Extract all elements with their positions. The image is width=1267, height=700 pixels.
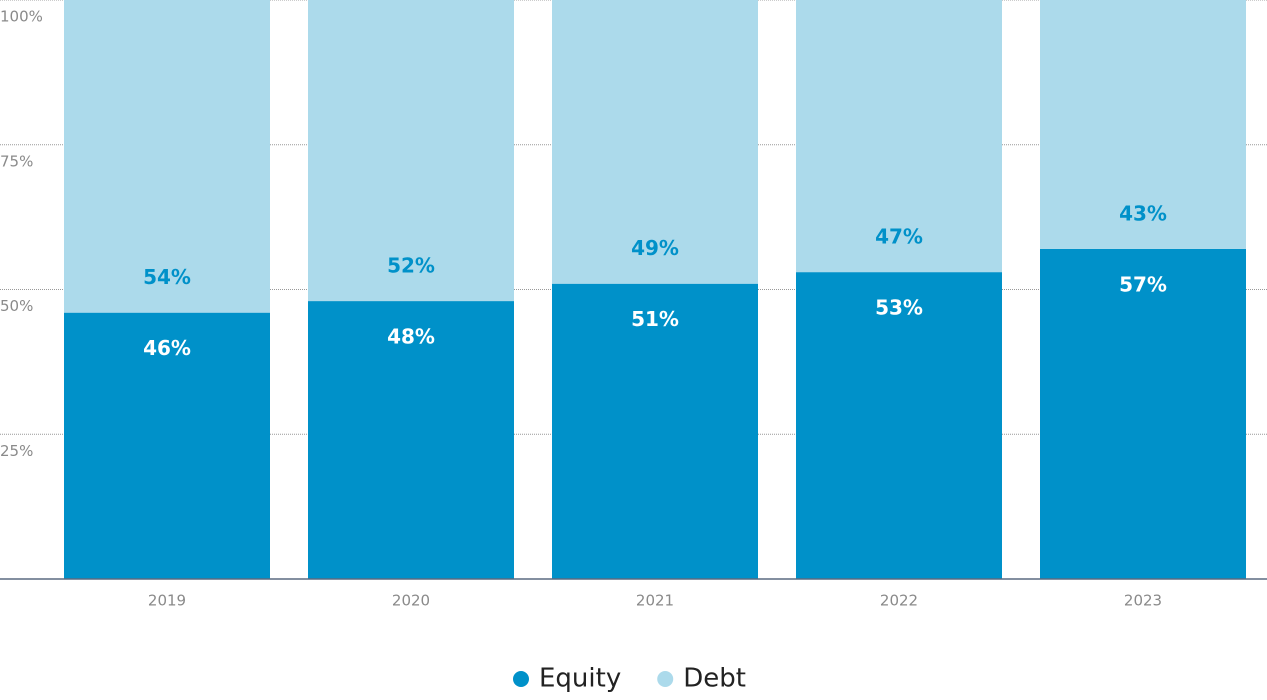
legend-label: Debt	[683, 664, 746, 694]
bar-segment	[1040, 248, 1246, 579]
legend-marker	[657, 671, 674, 687]
value-label: 47%	[875, 225, 923, 249]
value-label: 52%	[387, 254, 435, 278]
bar-segment	[796, 0, 1002, 273]
bar-segment	[308, 0, 514, 302]
value-label: 54%	[143, 265, 191, 289]
value-label: 46%	[143, 336, 191, 360]
value-label: 48%	[387, 325, 435, 349]
bar-segment	[64, 0, 270, 313]
legend-label: Equity	[539, 664, 621, 694]
x-tick-label: 2020	[392, 592, 430, 610]
x-tick-label: 2021	[636, 592, 674, 610]
bar-segment	[552, 0, 758, 284]
y-tick-label: 50%	[0, 297, 33, 315]
y-tick-label: 75%	[0, 152, 33, 170]
x-tick-label: 2022	[880, 592, 918, 610]
bar-segment	[64, 312, 270, 579]
legend-marker	[513, 671, 529, 687]
bar-segment	[552, 283, 758, 579]
x-tick-label: 2023	[1124, 592, 1162, 610]
value-label: 51%	[631, 307, 679, 331]
value-label: 53%	[875, 296, 923, 320]
bar-segment	[308, 301, 514, 579]
bar-segment	[796, 272, 1002, 579]
value-label: 57%	[1119, 272, 1167, 296]
y-tick-label: 25%	[0, 442, 33, 460]
x-tick-label: 2019	[148, 592, 186, 610]
value-label: 49%	[631, 236, 679, 260]
bar-segment	[1040, 0, 1246, 249]
value-label: 43%	[1119, 201, 1167, 225]
y-tick-label: 100%	[0, 8, 43, 26]
